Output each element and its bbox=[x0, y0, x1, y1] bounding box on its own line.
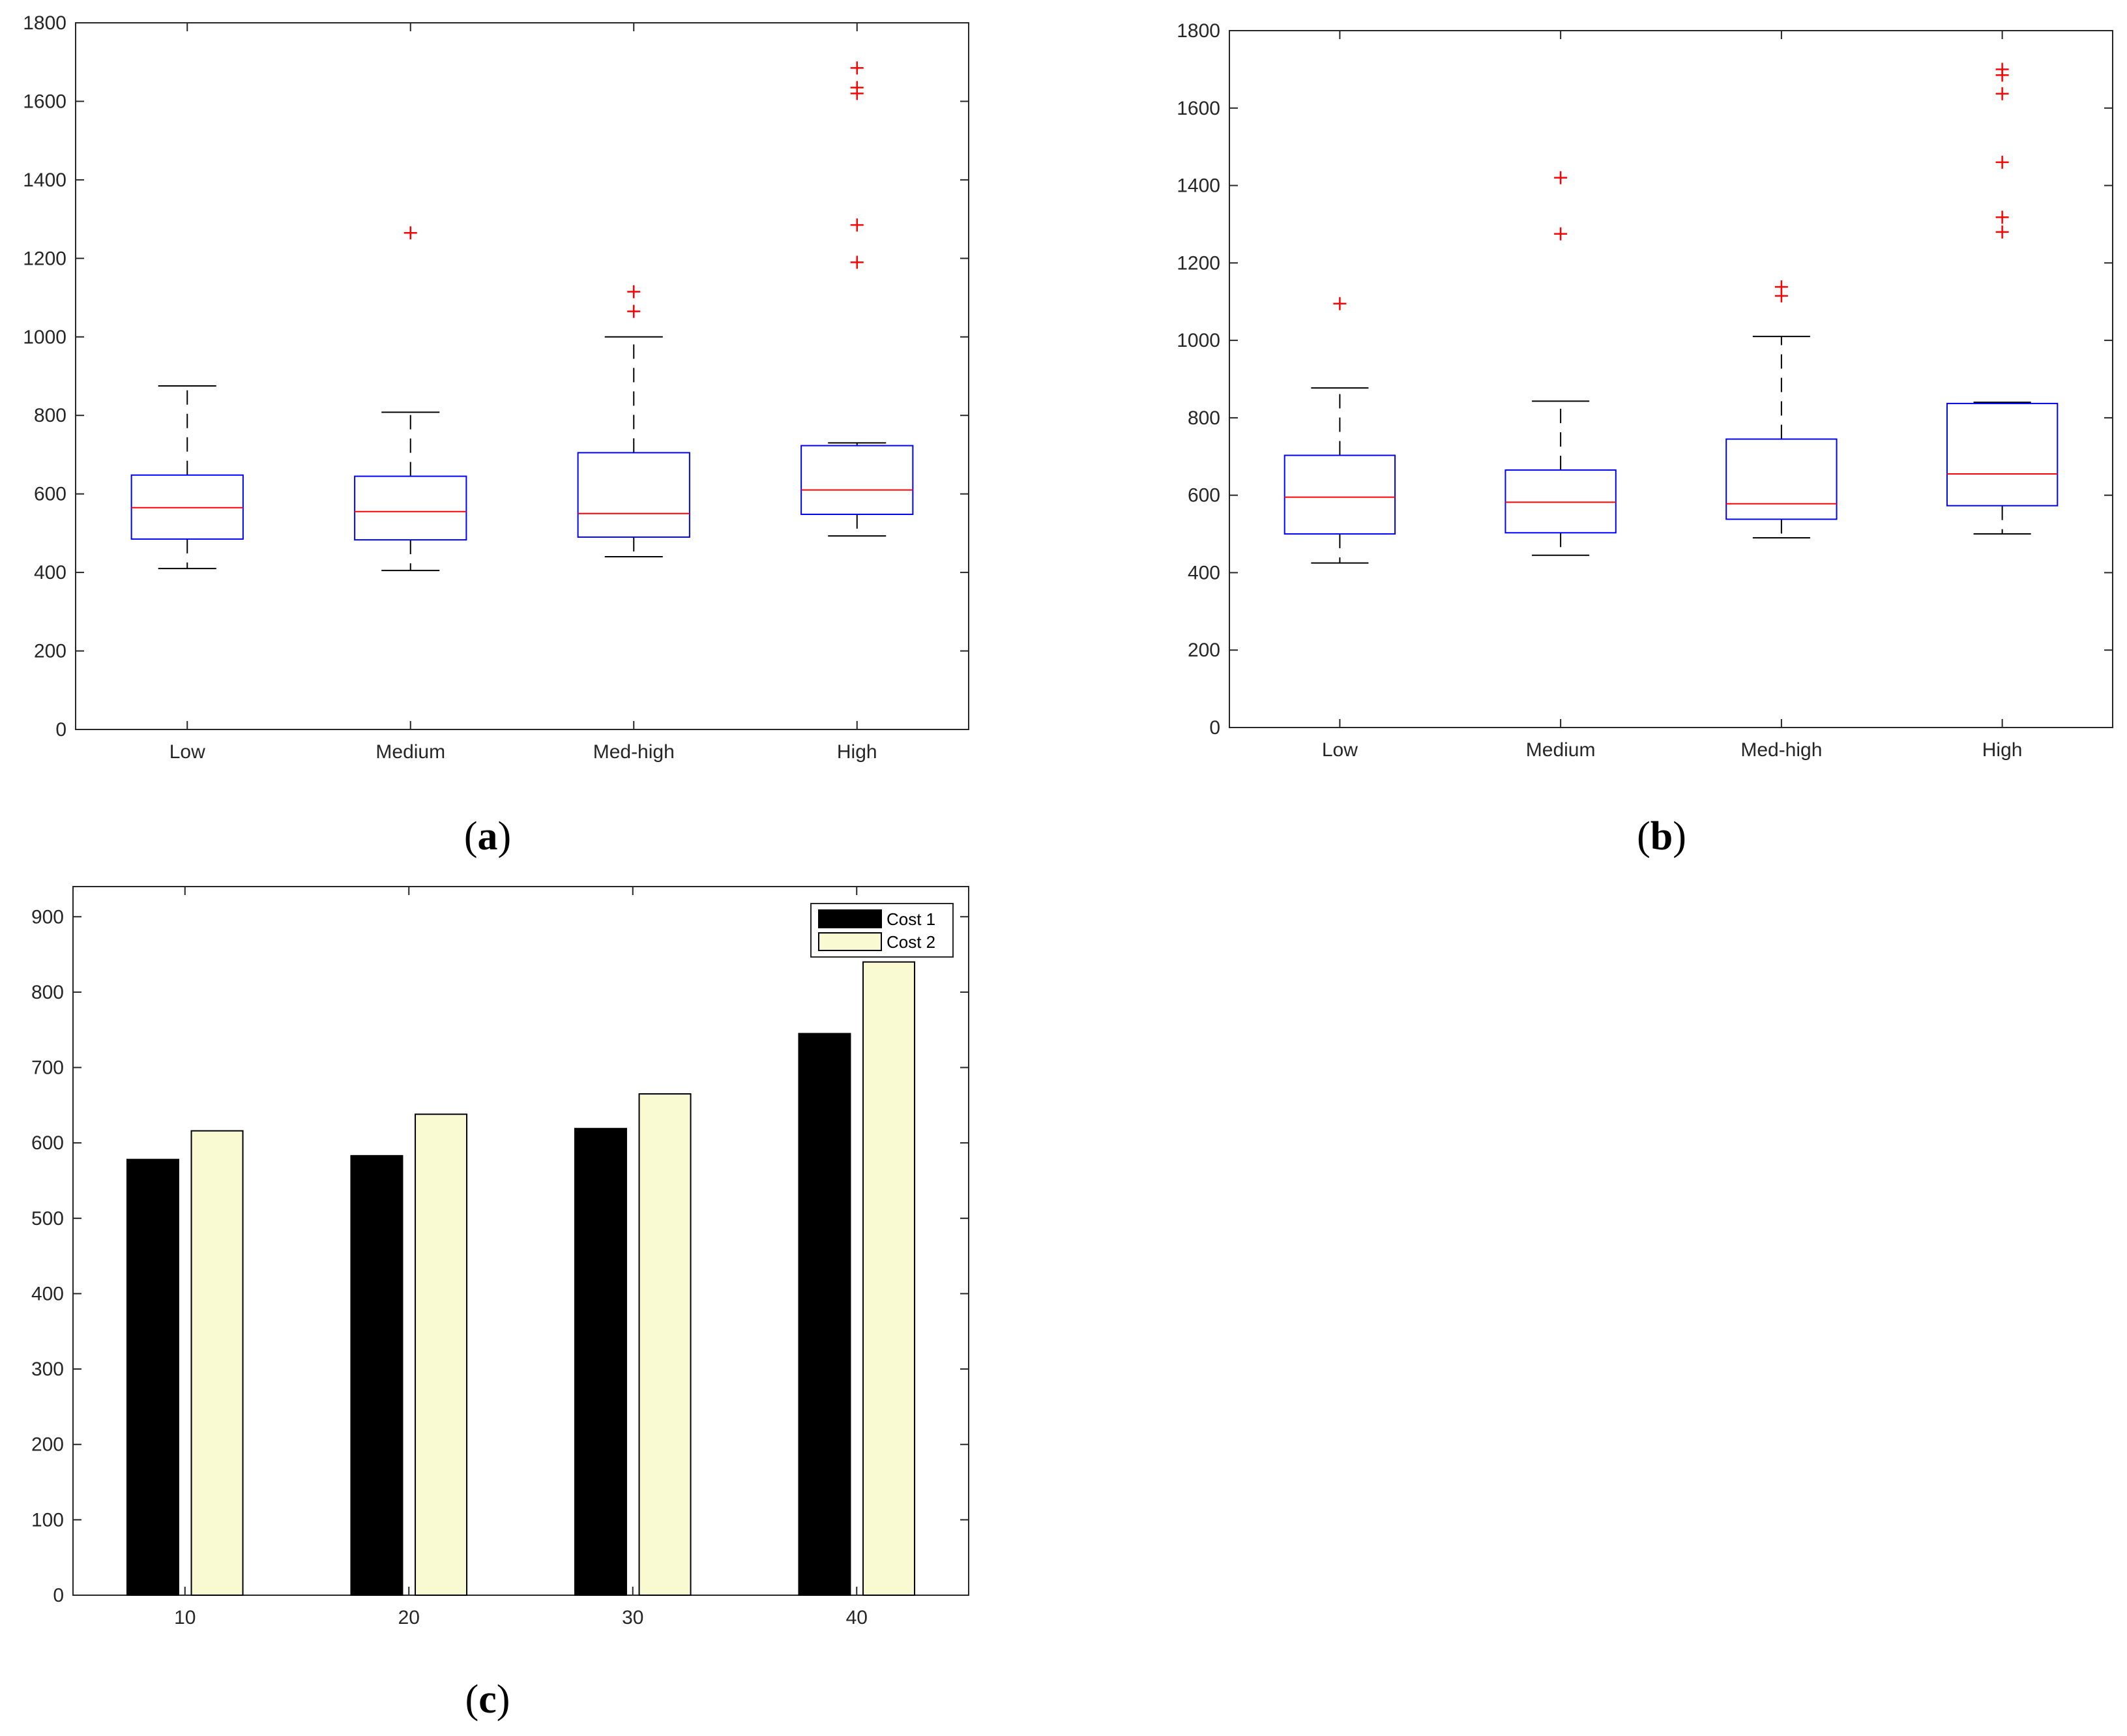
outlier-marker bbox=[1554, 227, 1568, 241]
y-tick-label: 0 bbox=[1209, 717, 1220, 739]
bar-cost-1 bbox=[798, 1033, 851, 1596]
iqr-box bbox=[1946, 402, 2059, 507]
iqr-box bbox=[1284, 454, 1396, 535]
outlier-marker bbox=[1554, 171, 1568, 184]
panel-a-boxplot: 0 200 400 600 800 1000 1200 1400 1600 1800 Low Medi… bbox=[23, 12, 969, 763]
legend: Cost 1 Cost 2 bbox=[810, 903, 954, 958]
x-tick-label: 40 bbox=[846, 1607, 868, 1628]
outlier-marker bbox=[850, 256, 864, 269]
y-tick-label: 200 bbox=[34, 641, 66, 662]
y-tick-label: 1200 bbox=[1177, 252, 1220, 274]
outlier-marker bbox=[850, 218, 864, 232]
outlier-marker bbox=[1995, 63, 2009, 76]
legend-label: Cost 2 bbox=[887, 932, 935, 952]
legend-label: Cost 1 bbox=[887, 909, 935, 929]
iqr-box bbox=[577, 452, 690, 538]
y-tick-label: 1000 bbox=[1177, 330, 1220, 351]
y-tick-label: 600 bbox=[34, 484, 66, 505]
y-tick-label: 800 bbox=[34, 405, 66, 426]
bar-cost-2 bbox=[862, 961, 916, 1596]
caption-c: (c) bbox=[465, 1677, 510, 1722]
bar-cost-2 bbox=[415, 1113, 468, 1596]
y-tick-label: 1000 bbox=[23, 327, 66, 348]
x-tick-label: Med-high bbox=[593, 741, 675, 763]
iqr-box bbox=[800, 445, 914, 515]
outlier-marker bbox=[1774, 280, 1788, 294]
axes-frame bbox=[75, 22, 969, 730]
y-tick-label: 1800 bbox=[1177, 20, 1220, 42]
bar-cost-1 bbox=[574, 1128, 627, 1596]
iqr-box bbox=[354, 475, 467, 541]
y-tick-label: 700 bbox=[31, 1057, 64, 1079]
x-tick-label: High bbox=[1982, 739, 2023, 761]
x-tick-label: Medium bbox=[375, 741, 445, 763]
iqr-box bbox=[1725, 438, 1838, 520]
legend-swatch bbox=[818, 932, 882, 951]
bar-cost-2 bbox=[190, 1130, 244, 1596]
x-tick-label: Medium bbox=[1526, 739, 1596, 761]
bar-cost-1 bbox=[126, 1158, 179, 1596]
y-tick-label: 400 bbox=[34, 562, 66, 583]
y-tick-label: 300 bbox=[31, 1359, 64, 1380]
outlier-marker bbox=[627, 304, 641, 318]
y-tick-label: 200 bbox=[31, 1434, 64, 1456]
legend-swatch bbox=[818, 909, 882, 928]
outlier-marker bbox=[1995, 211, 2009, 224]
y-tick-label: 600 bbox=[1188, 485, 1220, 507]
y-tick-label: 100 bbox=[31, 1509, 64, 1531]
y-tick-label: 1600 bbox=[23, 91, 66, 112]
y-tick-label: 1400 bbox=[1177, 175, 1220, 197]
y-tick-label: 1200 bbox=[23, 248, 66, 269]
axes-frame bbox=[1229, 30, 2113, 728]
x-tick-label: High bbox=[837, 741, 877, 763]
outlier-marker bbox=[1995, 225, 2009, 239]
iqr-box bbox=[1504, 469, 1617, 534]
y-tick-label: 400 bbox=[1188, 562, 1220, 583]
y-tick-label: 1800 bbox=[23, 12, 66, 34]
bar-cost-2 bbox=[638, 1093, 692, 1596]
x-tick-label: 20 bbox=[398, 1607, 420, 1628]
bar-cost-1 bbox=[350, 1155, 403, 1596]
caption-b: (b) bbox=[1637, 814, 1686, 859]
caption-a: (a) bbox=[464, 814, 511, 859]
panel-b-boxplot: 0 200 400 600 800 1000 1200 1400 1600 1800 Low Medi… bbox=[1177, 20, 2113, 761]
y-tick-label: 500 bbox=[31, 1208, 64, 1229]
y-tick-label: 1400 bbox=[23, 169, 66, 191]
outlier-marker bbox=[1995, 155, 2009, 169]
y-tick-label: 200 bbox=[1188, 640, 1220, 661]
x-tick-label: Med-high bbox=[1740, 739, 1822, 761]
x-tick-label: 10 bbox=[174, 1607, 196, 1628]
outlier-marker bbox=[627, 285, 641, 299]
y-tick-label: 1600 bbox=[1177, 98, 1220, 119]
outlier-marker bbox=[850, 81, 864, 95]
outlier-marker bbox=[1333, 297, 1347, 310]
x-tick-label: 30 bbox=[622, 1607, 643, 1628]
y-tick-label: 400 bbox=[31, 1283, 64, 1304]
outlier-marker bbox=[403, 226, 417, 240]
outlier-marker bbox=[1995, 87, 2009, 100]
panel-c-bar-chart: 0 100 200 300 400 500 600 700 800 900 10 20 30 40 Cost… bbox=[31, 886, 969, 1628]
y-tick-label: 0 bbox=[53, 1585, 64, 1606]
x-tick-label: Low bbox=[1322, 739, 1358, 761]
x-tick-label: Low bbox=[169, 741, 205, 763]
y-tick-label: 800 bbox=[31, 982, 64, 1003]
y-tick-label: 0 bbox=[55, 719, 66, 741]
y-tick-label: 800 bbox=[1188, 407, 1220, 429]
y-tick-label: 600 bbox=[31, 1132, 64, 1154]
outlier-marker bbox=[850, 61, 864, 75]
y-tick-label: 900 bbox=[31, 906, 64, 928]
